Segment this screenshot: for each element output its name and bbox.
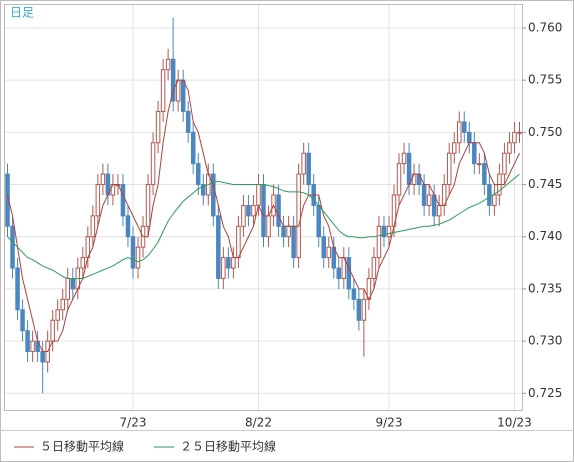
candle-body <box>211 173 216 217</box>
candle-body <box>401 152 407 165</box>
candle-body <box>487 184 492 206</box>
candle-body <box>135 246 141 269</box>
candle-body <box>60 298 65 311</box>
y-tick-label: 0.745 <box>528 177 562 191</box>
legend-label: ２５日移動平均線 <box>180 439 276 454</box>
candle-body <box>65 277 70 300</box>
candle-body <box>120 184 126 217</box>
candle-body <box>25 330 30 353</box>
candle-body <box>326 246 332 259</box>
candle-body <box>482 163 487 186</box>
candle-body <box>15 267 20 311</box>
candle-body <box>130 236 136 269</box>
x-tick-label: 8/22 <box>245 416 272 430</box>
candle-body <box>451 142 457 154</box>
chart-label: 日足 <box>10 6 34 20</box>
candle-body <box>492 194 497 206</box>
candle-body <box>10 225 15 269</box>
candle-body <box>446 152 452 186</box>
candle-body <box>100 173 106 186</box>
candle-body <box>386 225 392 238</box>
candle-body <box>155 110 161 144</box>
candle-body <box>381 225 387 238</box>
candle-body <box>266 215 271 238</box>
candle-body <box>502 152 507 175</box>
candle-body <box>50 319 55 342</box>
candle-body <box>477 163 482 166</box>
moving-average-line <box>7 79 520 353</box>
candle-body <box>296 173 301 259</box>
candle-body <box>261 184 266 238</box>
candle-body <box>462 121 467 133</box>
candle-body <box>517 131 522 134</box>
candle-body <box>251 204 256 217</box>
candle-body <box>125 215 131 238</box>
candle-body <box>376 225 382 259</box>
candle-body <box>276 194 281 227</box>
candle-body <box>70 277 76 290</box>
x-tick-label: 9/23 <box>376 416 403 430</box>
candle-body <box>351 288 357 300</box>
candle-body <box>246 204 251 217</box>
candle-body <box>426 194 432 206</box>
candle-body <box>306 152 311 186</box>
candle-body <box>95 184 101 217</box>
candle-body <box>180 79 186 112</box>
y-tick-label: 0.755 <box>528 73 562 87</box>
candle-body <box>396 163 402 196</box>
candle-body <box>165 58 171 71</box>
candle-body <box>346 257 352 290</box>
y-tick-label: 0.735 <box>528 281 562 295</box>
candle-body <box>20 309 25 332</box>
candle-body <box>286 225 291 238</box>
candle-body <box>421 184 427 206</box>
candle-body <box>467 131 472 144</box>
candle-body <box>80 257 86 269</box>
candle-body <box>321 236 326 259</box>
candle-body <box>406 152 412 186</box>
candle-body <box>236 225 241 259</box>
candle-body <box>256 184 261 206</box>
candle-body <box>507 142 512 154</box>
candle-body <box>40 351 45 363</box>
candle-body <box>361 298 367 321</box>
y-tick-label: 0.725 <box>528 386 562 400</box>
candle-body <box>170 58 176 102</box>
candle-body <box>90 215 96 238</box>
candle-body <box>231 257 236 269</box>
candle-body <box>301 152 306 175</box>
candle-body <box>316 204 321 238</box>
candle-body <box>145 184 151 227</box>
candle-body <box>436 204 442 217</box>
y-tick-label: 0.750 <box>528 125 562 139</box>
candle-body <box>195 163 201 186</box>
candle-body <box>226 257 231 269</box>
candle-body <box>371 257 377 279</box>
x-tick-label: 7/23 <box>120 416 147 430</box>
candle-body <box>291 225 296 259</box>
candle-body <box>30 340 35 353</box>
candle-body <box>221 257 226 279</box>
legend-label: ５日移動平均線 <box>40 439 124 454</box>
candle-body <box>241 204 246 227</box>
x-tick-label: 10/23 <box>497 416 532 430</box>
y-tick-label: 0.760 <box>528 20 562 34</box>
candle-body <box>55 309 60 321</box>
candle-body <box>281 225 286 238</box>
candle-body <box>190 131 196 165</box>
candle-body <box>216 215 221 279</box>
candle-body <box>472 142 477 165</box>
candle-body <box>150 142 156 186</box>
candle-body <box>457 121 462 144</box>
y-tick-label: 0.730 <box>528 334 562 348</box>
y-tick-label: 0.740 <box>528 229 562 243</box>
candle-body <box>185 110 191 133</box>
candle-body <box>201 184 206 196</box>
moving-average-line <box>7 173 520 279</box>
candle-body <box>356 298 362 321</box>
candle-body <box>336 267 342 279</box>
candle-body <box>512 131 517 144</box>
candle-body <box>160 69 166 112</box>
